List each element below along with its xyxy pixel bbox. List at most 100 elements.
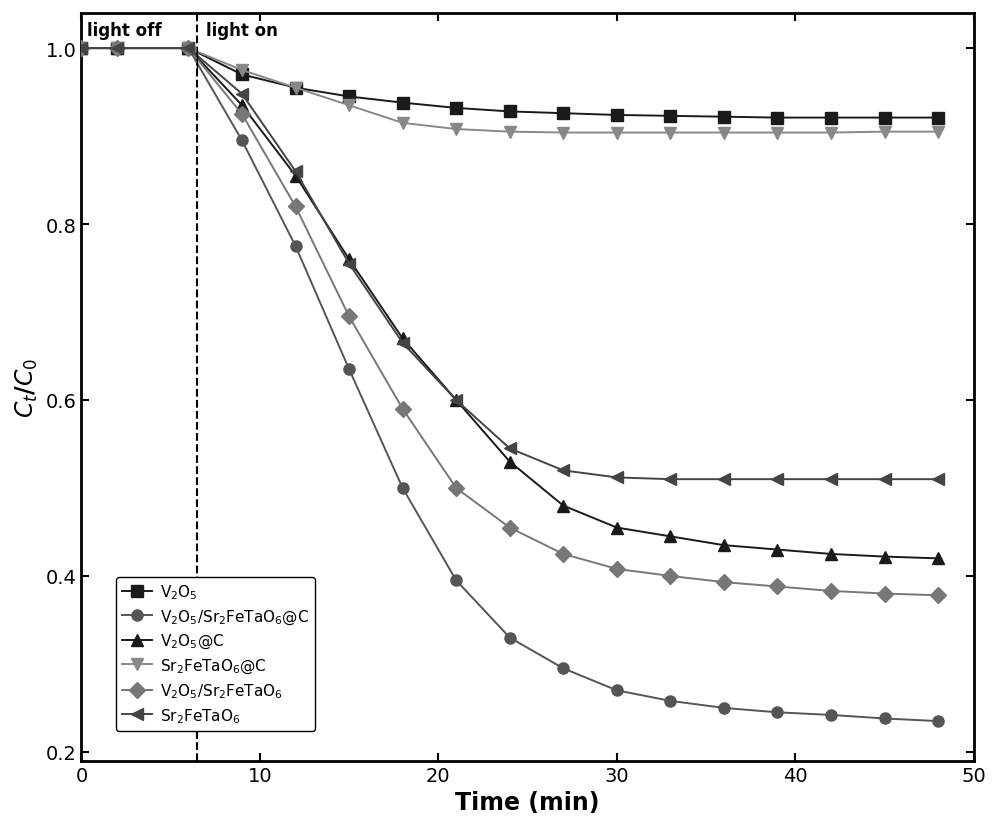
Sr$_2$FeTaO$_6$@C: [718, 128, 730, 138]
Sr$_2$FeTaO$_6$@C: [825, 128, 837, 138]
V$_2$O$_5$/Sr$_2$FeTaO$_6$: [397, 404, 409, 414]
Sr$_2$FeTaO$_6$: [111, 44, 123, 54]
V$_2$O$_5$@C: [75, 44, 87, 54]
Sr$_2$FeTaO$_6$@C: [290, 84, 302, 94]
V$_2$O$_5$/Sr$_2$FeTaO$_6$@C: [879, 714, 891, 724]
V$_2$O$_5$@C: [290, 171, 302, 181]
V$_2$O$_5$@C: [771, 545, 783, 555]
V$_2$O$_5$: [111, 44, 123, 54]
Sr$_2$FeTaO$_6$@C: [879, 128, 891, 137]
V$_2$O$_5$: [236, 70, 248, 80]
V$_2$O$_5$/Sr$_2$FeTaO$_6$@C: [504, 633, 516, 643]
V$_2$O$_5$/Sr$_2$FeTaO$_6$: [450, 484, 462, 493]
V$_2$O$_5$/Sr$_2$FeTaO$_6$@C: [664, 696, 676, 706]
Sr$_2$FeTaO$_6$: [182, 44, 194, 54]
V$_2$O$_5$/Sr$_2$FeTaO$_6$@C: [932, 716, 944, 726]
V$_2$O$_5$@C: [343, 255, 355, 265]
Sr$_2$FeTaO$_6$: [290, 167, 302, 177]
Text: light off: light off: [87, 22, 162, 41]
Sr$_2$FeTaO$_6$: [825, 474, 837, 484]
Sr$_2$FeTaO$_6$: [343, 259, 355, 269]
Sr$_2$FeTaO$_6$: [75, 44, 87, 54]
Sr$_2$FeTaO$_6$@C: [664, 128, 676, 138]
Legend: V$_2$O$_5$, V$_2$O$_5$/Sr$_2$FeTaO$_6$@C, V$_2$O$_5$@C, Sr$_2$FeTaO$_6$@C, V$_2$: V$_2$O$_5$, V$_2$O$_5$/Sr$_2$FeTaO$_6$@C…: [116, 577, 315, 731]
Sr$_2$FeTaO$_6$@C: [611, 128, 623, 138]
V$_2$O$_5$: [611, 111, 623, 121]
Sr$_2$FeTaO$_6$@C: [557, 128, 569, 138]
V$_2$O$_5$/Sr$_2$FeTaO$_6$@C: [75, 44, 87, 54]
V$_2$O$_5$@C: [450, 396, 462, 406]
Line: V$_2$O$_5$/Sr$_2$FeTaO$_6$: V$_2$O$_5$/Sr$_2$FeTaO$_6$: [76, 44, 944, 601]
Sr$_2$FeTaO$_6$: [557, 466, 569, 476]
Sr$_2$FeTaO$_6$: [932, 474, 944, 484]
Sr$_2$FeTaO$_6$: [879, 474, 891, 484]
V$_2$O$_5$@C: [397, 334, 409, 344]
Sr$_2$FeTaO$_6$@C: [75, 44, 87, 54]
Line: Sr$_2$FeTaO$_6$: Sr$_2$FeTaO$_6$: [75, 43, 944, 486]
V$_2$O$_5$/Sr$_2$FeTaO$_6$: [718, 577, 730, 587]
V$_2$O$_5$: [718, 113, 730, 123]
V$_2$O$_5$/Sr$_2$FeTaO$_6$@C: [825, 710, 837, 720]
V$_2$O$_5$/Sr$_2$FeTaO$_6$: [504, 523, 516, 533]
V$_2$O$_5$@C: [504, 457, 516, 467]
Line: V$_2$O$_5$@C: V$_2$O$_5$@C: [75, 43, 944, 565]
Sr$_2$FeTaO$_6$@C: [236, 66, 248, 76]
V$_2$O$_5$: [825, 113, 837, 123]
Sr$_2$FeTaO$_6$@C: [504, 128, 516, 137]
Sr$_2$FeTaO$_6$@C: [932, 128, 944, 137]
X-axis label: Time (min): Time (min): [455, 790, 600, 814]
V$_2$O$_5$: [771, 113, 783, 123]
V$_2$O$_5$@C: [111, 44, 123, 54]
Y-axis label: $C_t$/$C_0$: $C_t$/$C_0$: [14, 357, 40, 417]
Sr$_2$FeTaO$_6$: [664, 474, 676, 484]
Sr$_2$FeTaO$_6$@C: [450, 125, 462, 135]
Sr$_2$FeTaO$_6$: [611, 473, 623, 483]
Sr$_2$FeTaO$_6$@C: [343, 101, 355, 111]
Line: Sr$_2$FeTaO$_6$@C: Sr$_2$FeTaO$_6$@C: [75, 43, 944, 140]
V$_2$O$_5$@C: [611, 523, 623, 533]
Sr$_2$FeTaO$_6$: [771, 474, 783, 484]
V$_2$O$_5$: [182, 44, 194, 54]
V$_2$O$_5$: [664, 112, 676, 122]
V$_2$O$_5$/Sr$_2$FeTaO$_6$: [664, 571, 676, 581]
Sr$_2$FeTaO$_6$: [236, 89, 248, 99]
V$_2$O$_5$@C: [182, 44, 194, 54]
V$_2$O$_5$@C: [236, 101, 248, 111]
V$_2$O$_5$/Sr$_2$FeTaO$_6$: [932, 590, 944, 600]
Sr$_2$FeTaO$_6$@C: [397, 118, 409, 128]
V$_2$O$_5$/Sr$_2$FeTaO$_6$: [771, 582, 783, 592]
V$_2$O$_5$/Sr$_2$FeTaO$_6$: [111, 44, 123, 54]
V$_2$O$_5$/Sr$_2$FeTaO$_6$: [611, 564, 623, 574]
V$_2$O$_5$/Sr$_2$FeTaO$_6$: [343, 312, 355, 322]
V$_2$O$_5$: [75, 44, 87, 54]
V$_2$O$_5$/Sr$_2$FeTaO$_6$@C: [450, 575, 462, 585]
Sr$_2$FeTaO$_6$: [504, 444, 516, 454]
V$_2$O$_5$: [557, 109, 569, 119]
Text: light on: light on: [206, 22, 278, 41]
V$_2$O$_5$: [504, 108, 516, 118]
V$_2$O$_5$/Sr$_2$FeTaO$_6$: [182, 44, 194, 54]
V$_2$O$_5$: [450, 104, 462, 113]
V$_2$O$_5$/Sr$_2$FeTaO$_6$@C: [771, 707, 783, 717]
V$_2$O$_5$/Sr$_2$FeTaO$_6$: [825, 586, 837, 596]
V$_2$O$_5$@C: [718, 541, 730, 551]
V$_2$O$_5$: [932, 113, 944, 123]
V$_2$O$_5$/Sr$_2$FeTaO$_6$: [290, 202, 302, 212]
V$_2$O$_5$/Sr$_2$FeTaO$_6$@C: [718, 703, 730, 713]
V$_2$O$_5$: [290, 84, 302, 94]
Line: V$_2$O$_5$/Sr$_2$FeTaO$_6$@C: V$_2$O$_5$/Sr$_2$FeTaO$_6$@C: [76, 44, 944, 727]
V$_2$O$_5$: [397, 99, 409, 108]
V$_2$O$_5$@C: [932, 554, 944, 564]
Sr$_2$FeTaO$_6$@C: [182, 44, 194, 54]
V$_2$O$_5$/Sr$_2$FeTaO$_6$@C: [397, 484, 409, 493]
V$_2$O$_5$: [343, 93, 355, 103]
V$_2$O$_5$: [879, 113, 891, 123]
V$_2$O$_5$/Sr$_2$FeTaO$_6$@C: [111, 44, 123, 54]
V$_2$O$_5$/Sr$_2$FeTaO$_6$: [236, 110, 248, 120]
V$_2$O$_5$/Sr$_2$FeTaO$_6$@C: [290, 242, 302, 252]
V$_2$O$_5$/Sr$_2$FeTaO$_6$: [879, 589, 891, 599]
Sr$_2$FeTaO$_6$@C: [771, 128, 783, 138]
V$_2$O$_5$/Sr$_2$FeTaO$_6$: [75, 44, 87, 54]
V$_2$O$_5$@C: [557, 501, 569, 511]
V$_2$O$_5$@C: [825, 549, 837, 559]
